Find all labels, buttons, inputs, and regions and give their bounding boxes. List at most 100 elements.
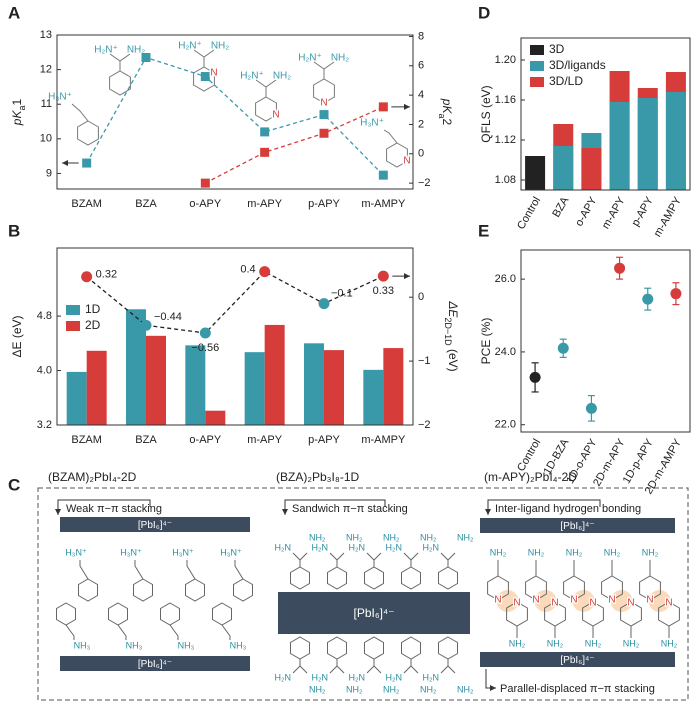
y-tick-label: 24.0	[495, 346, 516, 358]
diagram-text: H₃N⁺	[65, 547, 87, 557]
bond	[329, 552, 345, 561]
lattice-bar	[480, 652, 675, 667]
y-tick-label: 8	[418, 30, 424, 42]
ring	[438, 566, 458, 590]
diagram-text: NH₃	[74, 640, 91, 650]
bar	[66, 371, 87, 425]
ring	[77, 120, 99, 146]
diagram-text: (m-APY)₂PbI₄-2D	[484, 470, 577, 484]
diagram-text: H₃N⁺	[172, 547, 194, 557]
stacking-glow	[610, 590, 633, 612]
diagram-text: NH₂	[547, 638, 564, 648]
atom-label: NH₂	[331, 53, 349, 64]
diagram-text: NH₂	[420, 684, 437, 694]
data-label: 0.32	[96, 269, 117, 281]
y-tick-label: 0	[418, 291, 424, 303]
y-tick-label: 4.0	[37, 364, 52, 376]
ring	[160, 602, 180, 626]
diagram-text: H₂N	[312, 542, 329, 552]
data-label: −0.44	[154, 311, 182, 323]
axis-label-part: pK	[440, 98, 454, 115]
stacking-glow	[496, 590, 519, 612]
y-tick-label: 12	[40, 64, 52, 76]
ring-atom: N	[646, 595, 653, 606]
panel-label: A	[8, 3, 20, 22]
y-tick-label: 4.8	[37, 310, 52, 322]
bond	[485, 669, 496, 691]
ring-atom: N	[272, 110, 279, 121]
point	[378, 170, 388, 180]
ring	[327, 566, 347, 590]
point	[200, 178, 210, 188]
y-tick-label: 1.16	[495, 94, 516, 106]
ring-atom: N	[665, 598, 672, 609]
bond	[55, 499, 151, 515]
plot-frame	[520, 37, 691, 191]
legend-label: 3D/LD	[549, 74, 583, 88]
ring	[401, 566, 421, 590]
ring	[601, 575, 623, 601]
bar	[324, 350, 344, 425]
series-line	[205, 106, 384, 184]
bond	[292, 665, 308, 674]
x-tick-label: m-APY	[247, 198, 283, 210]
panel-label: C	[8, 475, 20, 494]
axis-label-part: 2D−1D	[443, 317, 453, 346]
diagram-text: NH₂	[457, 532, 474, 542]
stacking-glow	[648, 590, 671, 612]
point	[642, 293, 654, 305]
diagram-text: H₂N	[312, 672, 329, 682]
ring	[364, 566, 384, 590]
ring	[364, 636, 384, 660]
bond	[255, 79, 277, 88]
axis-label-part: (eV)	[446, 346, 460, 372]
legend-swatch	[530, 61, 544, 71]
bar	[146, 335, 166, 425]
y-tick-label: −1	[418, 355, 431, 367]
bar	[383, 348, 404, 425]
y-tick-label: 0	[418, 148, 424, 160]
axis-label-part: 1	[10, 98, 24, 105]
bond	[234, 560, 244, 580]
bond	[440, 552, 456, 561]
x-tick-label: o-APY	[573, 194, 600, 228]
y-tick-label: 1.08	[495, 174, 516, 186]
ring-atom: N	[513, 598, 520, 609]
diagram-text: NH₂	[383, 532, 400, 542]
plot-frame	[56, 247, 414, 426]
ring	[401, 636, 421, 660]
diagram-text: NH₃	[230, 640, 247, 650]
x-tick-label: o-APY	[189, 198, 221, 210]
y-tick-label: 9	[46, 167, 52, 179]
panel-label: B	[8, 221, 20, 240]
legend-swatch	[66, 305, 80, 315]
x-tick-label: BZA	[135, 198, 157, 210]
diagram-text: H₂N	[423, 542, 440, 552]
point	[140, 319, 152, 331]
x-tick-label: m-APY	[600, 194, 628, 231]
bond	[221, 624, 231, 640]
y-tick-label: −2	[418, 419, 431, 431]
lattice-bar	[480, 518, 675, 533]
atom-label: H₃N⁺	[48, 92, 72, 103]
axis-label-part: ΔE	[446, 300, 460, 318]
diagram-text: Inter-ligand hydrogen bonding	[495, 503, 641, 515]
ring	[255, 96, 277, 122]
lattice-label: [PbI₆]⁴⁻	[353, 606, 394, 620]
lattice-bar	[60, 656, 250, 671]
diagram-text: H₂N	[275, 672, 292, 682]
plot-frame	[520, 249, 691, 433]
axis-label-part: a	[17, 105, 27, 110]
bar	[304, 343, 324, 425]
y-tick-label: 3.2	[37, 419, 52, 431]
lattice-label: [PbI₆]⁴⁻	[138, 520, 172, 531]
atom-label: NH₂	[273, 71, 291, 82]
bar	[86, 350, 107, 425]
bond	[117, 624, 127, 640]
bond	[71, 103, 89, 122]
ring	[525, 575, 547, 601]
y-tick-label: 6	[418, 60, 424, 72]
bond	[440, 665, 456, 674]
bond	[169, 624, 179, 640]
ring-atom: N	[403, 156, 410, 167]
